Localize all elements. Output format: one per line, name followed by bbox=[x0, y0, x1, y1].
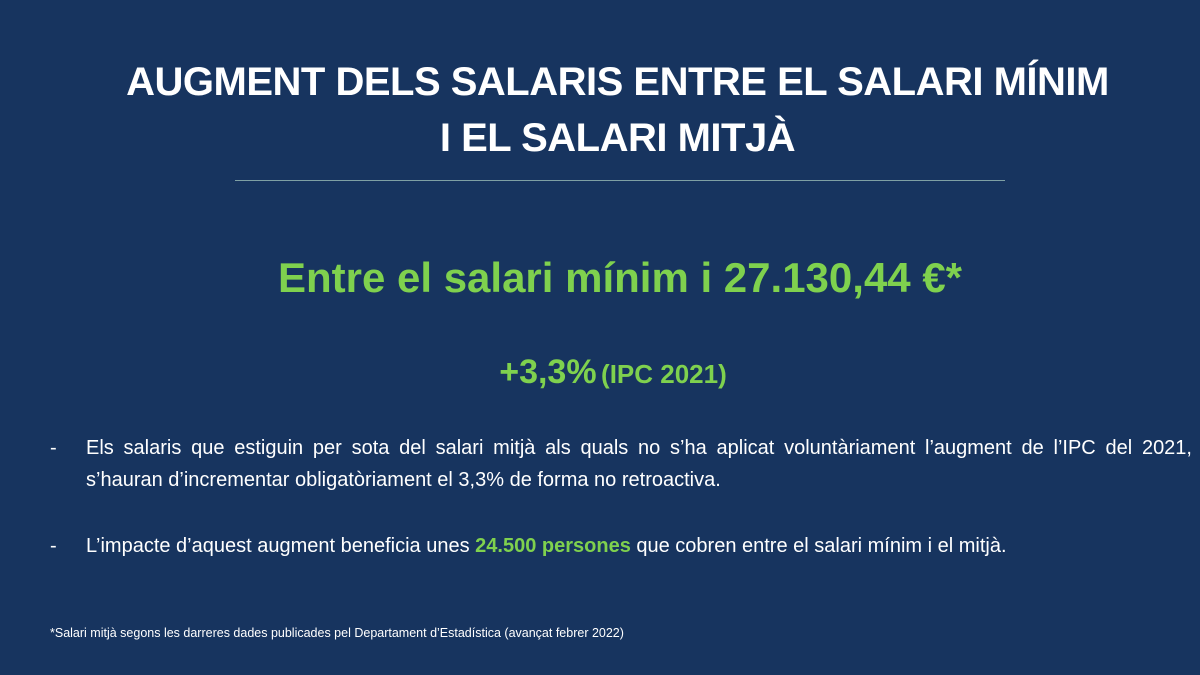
bullet-dash: - bbox=[50, 535, 57, 557]
increase-line: +3,3% (IPC 2021) bbox=[0, 346, 1200, 400]
footnote: *Salari mitjà segons les darreres dades … bbox=[50, 626, 624, 640]
bullet-list: - Els salaris que estiguin per sota del … bbox=[50, 432, 1192, 562]
bullet-dash: - bbox=[50, 437, 57, 459]
title-line-1: AUGMENT DELS SALARIS ENTRE EL SALARI MÍN… bbox=[126, 60, 1109, 104]
bullet-item: - Els salaris que estiguin per sota del … bbox=[50, 432, 1192, 496]
bullet-text-after: que cobren entre el salari mínim i el mi… bbox=[630, 535, 1007, 557]
bullet-text: Els salaris que estiguin per sota del sa… bbox=[86, 437, 1192, 491]
bullet-text-before: L’impacte d’aquest augment beneficia une… bbox=[86, 535, 476, 557]
slide-title: AUGMENT DELS SALARIS ENTRE EL SALARI MÍN… bbox=[0, 54, 1200, 166]
bullet-item: - L’impacte d’aquest augment beneficia u… bbox=[50, 530, 1192, 562]
salary-range-headline: Entre el salari mínim i 27.130,44 €* bbox=[277, 254, 963, 301]
bullet-text: L’impacte d’aquest augment beneficia une… bbox=[86, 530, 1192, 562]
title-line-2: I EL SALARI MITJÀ bbox=[439, 116, 796, 160]
increase-note: (IPC 2021) bbox=[601, 359, 727, 389]
increase-value: +3,3% bbox=[499, 353, 597, 391]
beneficiaries-highlight: 24.500 persones bbox=[475, 535, 631, 557]
title-divider bbox=[235, 180, 1005, 181]
